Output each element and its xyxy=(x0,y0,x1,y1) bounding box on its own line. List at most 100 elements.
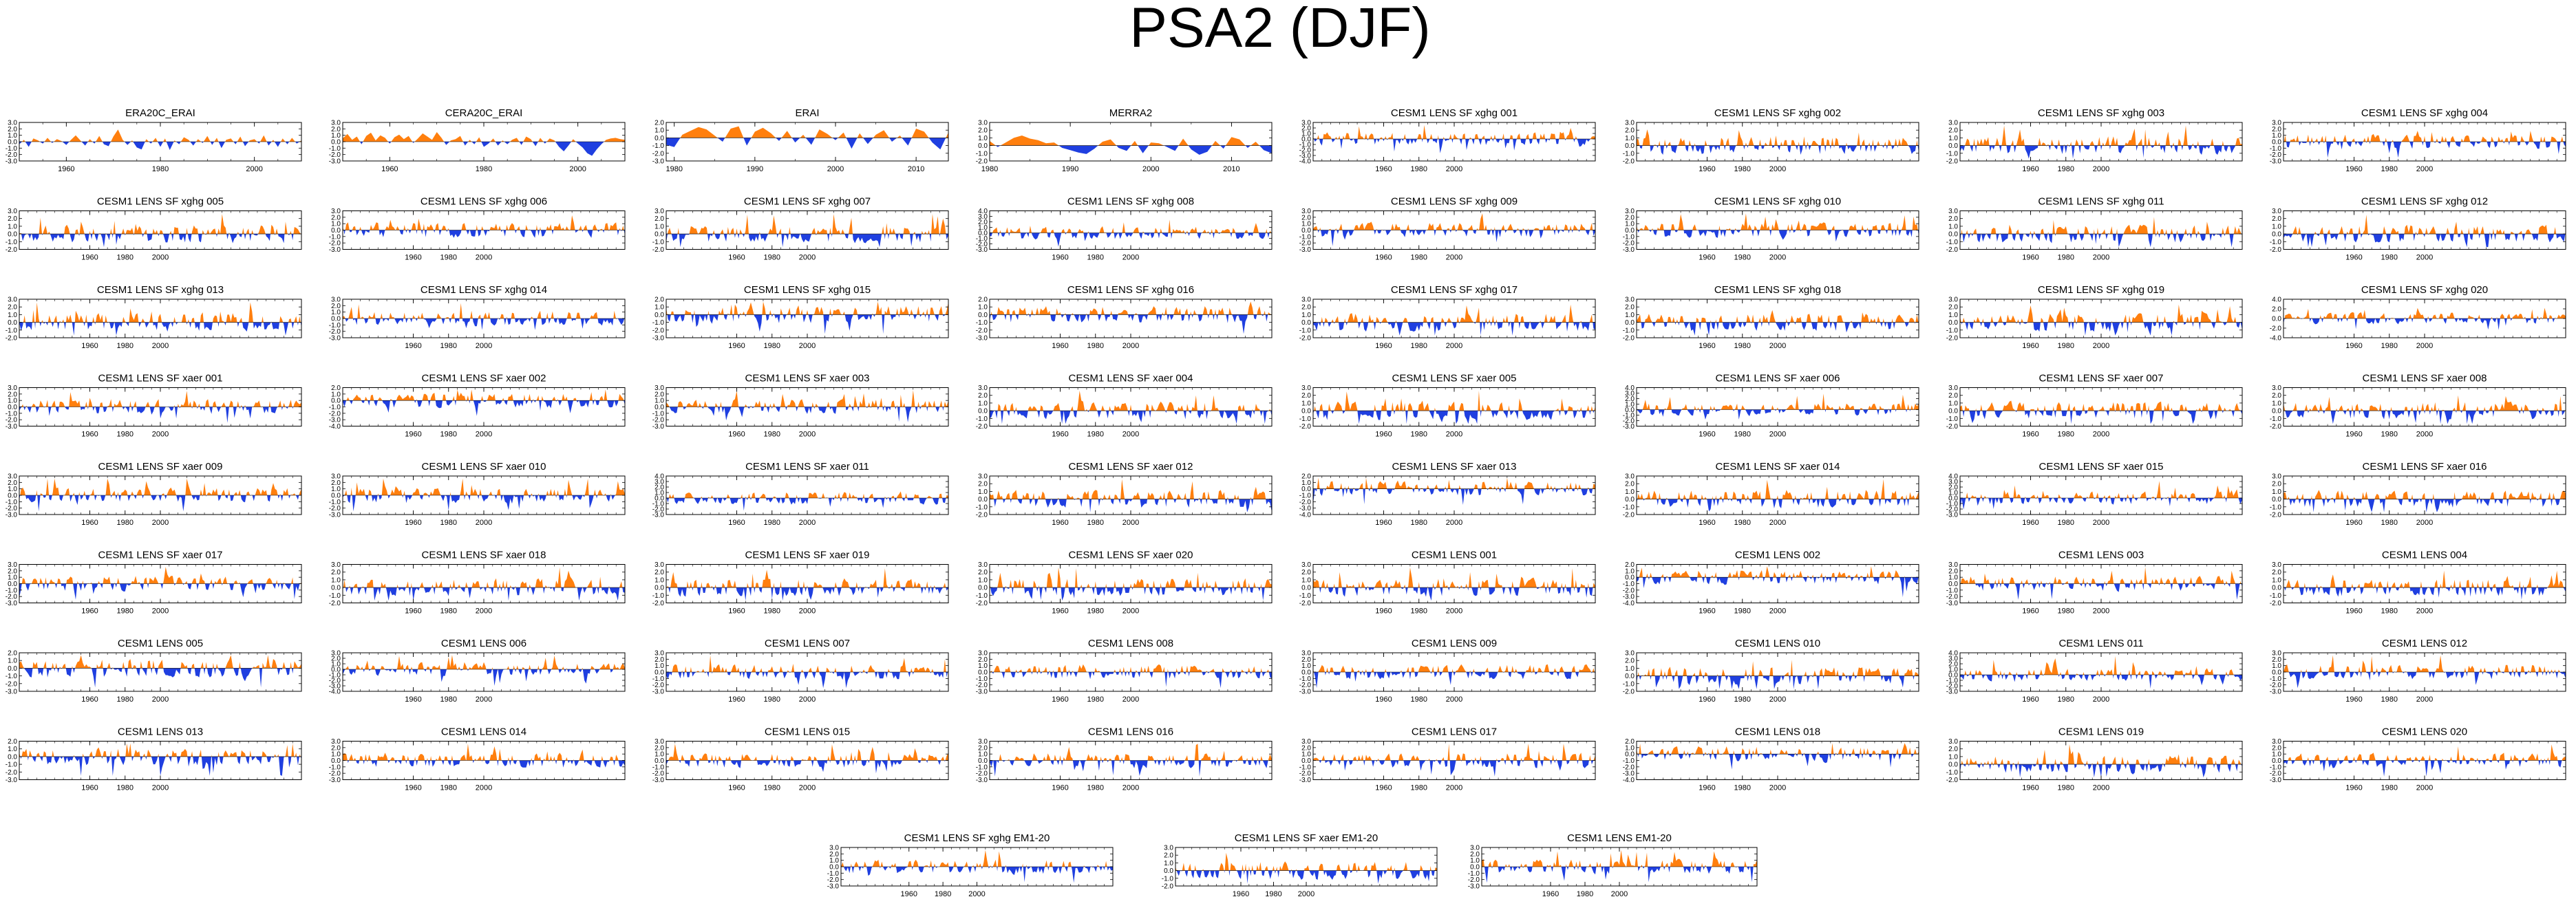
x-tick-label: 1980 xyxy=(1734,519,1751,527)
y-tick-label: -3.0 xyxy=(329,683,341,691)
y-tick-label: 1.0 xyxy=(1301,576,1311,584)
y-tick-label: -2.0 xyxy=(1299,423,1312,431)
y-tick-label: -1.0 xyxy=(2270,415,2282,423)
y-tick-label: 1.0 xyxy=(978,488,988,496)
y-tick-label: -2.0 xyxy=(2270,512,2282,519)
x-tick-label: 2000 xyxy=(1769,165,1786,173)
y-tick-label: 1.0 xyxy=(1948,135,1958,142)
y-tick-label: 1.0 xyxy=(978,304,988,312)
positive-area xyxy=(666,568,946,588)
panel-30: CESM1 LENS SF xaer 006 4.03.02.01.00.0-1.… xyxy=(1623,373,1919,439)
x-tick-label: 2000 xyxy=(2416,431,2433,439)
x-tick-label: 2000 xyxy=(799,519,816,527)
positive-area xyxy=(1313,125,1595,139)
x-tick-label: 2000 xyxy=(2093,165,2109,173)
panel-title: CESM1 LENS 003 xyxy=(2058,550,2144,561)
y-tick-label: -1.0 xyxy=(1299,233,1312,241)
y-tick-label: 0.0 xyxy=(331,585,341,592)
y-tick-label: 0.0 xyxy=(1948,231,1958,239)
y-tick-label: 2.0 xyxy=(1948,392,1958,400)
positive-area xyxy=(2284,490,2566,499)
panel-51: CESM1 LENS 007 3.02.01.00.0-1.0-2.0-3.0 19… xyxy=(652,638,949,704)
negative-area xyxy=(2284,587,2566,600)
panel-42: CESM1 LENS SF xaer 018 3.02.01.00.0-1.0-2… xyxy=(329,550,626,616)
y-tick-label: -2.0 xyxy=(1946,506,1959,514)
x-tick-label: 2000 xyxy=(152,695,169,704)
panel-title: CESM1 LENS SF xaer 001 xyxy=(98,373,223,385)
y-tick-label: -4.0 xyxy=(2270,335,2282,343)
y-tick-label: 2.0 xyxy=(2272,306,2281,314)
figure-title: PSA2 (DJF) xyxy=(1129,0,1430,59)
positive-area xyxy=(19,655,301,669)
y-tick-label: -2.0 xyxy=(1946,594,1959,601)
panel-title: CESM1 LENS SF xghg 009 xyxy=(1391,196,1518,208)
x-tick-label: 1980 xyxy=(117,342,134,350)
y-tick-label: -4.0 xyxy=(1299,158,1312,166)
negative-area xyxy=(19,407,301,423)
y-tick-label: -3.0 xyxy=(329,512,341,519)
y-tick-label: 3.0 xyxy=(978,650,988,658)
positive-area xyxy=(1637,393,1919,410)
y-tick-label: 3.0 xyxy=(8,208,17,215)
y-tick-label: 3.0 xyxy=(654,650,664,658)
panel-title: CESM1 LENS SF xaer 012 xyxy=(1069,461,1193,473)
y-tick-label: -1.0 xyxy=(976,415,988,423)
y-tick-label: 0.0 xyxy=(1948,319,1958,327)
x-tick-label: 2000 xyxy=(1769,342,1786,350)
x-tick-label: 2000 xyxy=(799,695,816,704)
x-tick-label: 1980 xyxy=(476,165,492,173)
x-tick-label: 1960 xyxy=(2022,519,2039,527)
x-tick-label: 2000 xyxy=(152,254,169,262)
x-tick-label: 1980 xyxy=(1411,165,1427,173)
y-tick-label: -1.0 xyxy=(976,319,988,327)
y-tick-label: 1.0 xyxy=(654,127,664,135)
panel-19: CESM1 LENS SF xghg 015 2.01.00.0-1.0-2.0-… xyxy=(652,284,949,350)
y-tick-label: -3.0 xyxy=(652,689,665,696)
panel-17: CESM1 LENS SF xghg 013 3.02.01.00.0-1.0-2… xyxy=(6,284,302,350)
y-tick-label: 4.0 xyxy=(978,208,988,215)
positive-area xyxy=(1639,566,1919,578)
panel-title: CESM1 LENS 005 xyxy=(118,638,203,649)
x-tick-label: 1980 xyxy=(1087,519,1104,527)
x-tick-label: 2000 xyxy=(2416,342,2433,350)
panel-title: CESM1 LENS SF xghg 012 xyxy=(2361,196,2488,208)
y-tick-label: 1.0 xyxy=(654,223,664,230)
x-tick-label: 2000 xyxy=(476,342,492,350)
y-tick-label: 3.0 xyxy=(1948,208,1958,215)
y-tick-label: 0.0 xyxy=(1301,486,1311,493)
y-tick-label: -1.0 xyxy=(1299,415,1312,423)
x-tick-label: 1960 xyxy=(1375,254,1392,262)
y-tick-label: 2.0 xyxy=(654,215,664,223)
y-tick-label: 3.0 xyxy=(1625,473,1635,481)
panel-12: CESM1 LENS SF xghg 008 4.03.02.01.00.0-1.… xyxy=(976,196,1273,262)
y-tick-label: 0.0 xyxy=(654,135,664,142)
y-tick-label: -1.0 xyxy=(1623,581,1635,588)
y-tick-label: -3.0 xyxy=(1623,594,1635,601)
y-tick-label: 0.0 xyxy=(8,404,17,411)
x-tick-label: 1960 xyxy=(728,607,745,616)
x-tick-label: 1960 xyxy=(405,431,421,439)
panel-28: CESM1 LENS SF xaer 004 3.02.01.00.0-1.0-2… xyxy=(976,373,1273,439)
y-tick-label: 0.0 xyxy=(8,581,17,588)
panel-title: CESM1 LENS SF xghg 011 xyxy=(2038,196,2164,208)
y-tick-label: -2.0 xyxy=(976,423,988,431)
x-tick-label: 2000 xyxy=(1446,254,1462,262)
negative-area xyxy=(990,233,1272,247)
x-tick-label: 1980 xyxy=(1411,342,1427,350)
plot-frame xyxy=(989,122,1273,162)
y-tick-label: 2.0 xyxy=(978,656,988,664)
y-tick-label: 1.0 xyxy=(1625,401,1635,409)
positive-area xyxy=(990,219,1272,233)
panel-title: CESM1 LENS SF xaer 006 xyxy=(1716,373,1840,385)
panel-title: CESM1 LENS SF xghg 013 xyxy=(97,284,224,296)
x-tick-label: 2000 xyxy=(1446,165,1462,173)
y-tick-label: 1.0 xyxy=(331,221,341,228)
y-tick-label: -1.0 xyxy=(976,150,988,158)
y-tick-label: 3.0 xyxy=(8,385,17,392)
y-tick-label: 3.0 xyxy=(1625,120,1635,127)
x-tick-label: 1960 xyxy=(728,254,745,262)
panel-title: CESM1 LENS SF xghg 005 xyxy=(97,196,224,208)
y-tick-label: 2.0 xyxy=(1948,567,1958,575)
x-tick-label: 1960 xyxy=(728,342,745,350)
positive-area xyxy=(668,214,946,235)
